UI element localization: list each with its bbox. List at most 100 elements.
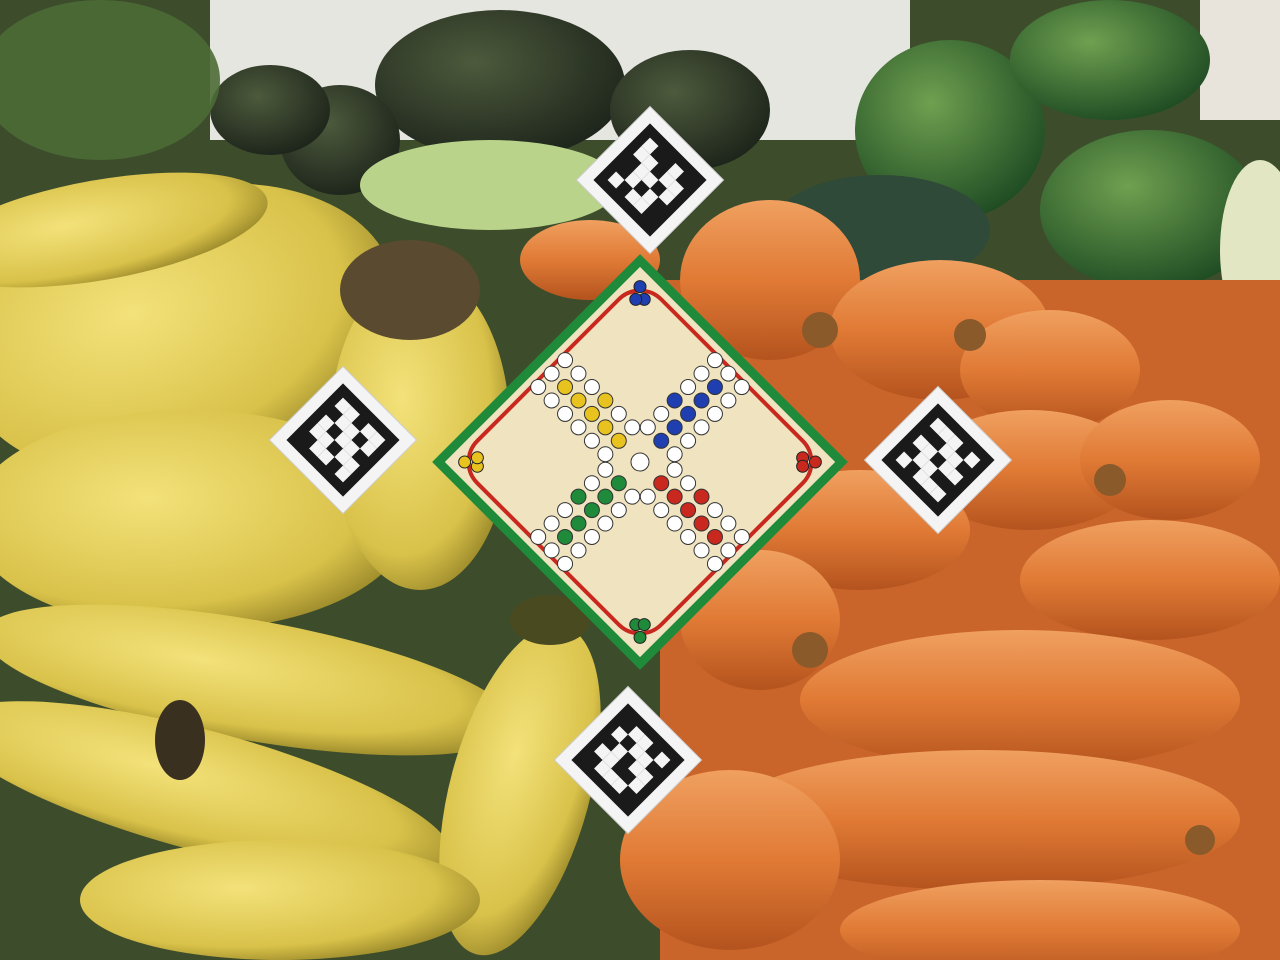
board-space (706, 502, 723, 519)
board-space (706, 352, 723, 369)
marker-cell (641, 154, 659, 172)
board-space (653, 475, 670, 492)
board-space (680, 432, 697, 449)
board-space (597, 461, 614, 478)
board-space (733, 379, 750, 396)
home-piece (470, 451, 484, 465)
carrots-part (620, 770, 840, 950)
board-space (570, 488, 587, 505)
board-space (706, 528, 723, 545)
carrots-part (1080, 400, 1260, 520)
bananas-part (0, 604, 517, 756)
bananas-part (80, 840, 480, 960)
board-space (693, 392, 710, 409)
board-space (680, 502, 697, 519)
carrots-part (1094, 464, 1126, 496)
board-space (733, 528, 750, 545)
board-space (693, 419, 710, 436)
carrots (520, 200, 1280, 960)
home-piece (633, 280, 647, 294)
avocados-part (0, 0, 220, 160)
marker-cell (653, 751, 671, 769)
board-space (583, 379, 600, 396)
avocados-part (855, 40, 1045, 220)
board-space (706, 555, 723, 572)
fiducial-marker (863, 385, 1013, 535)
board-space (639, 488, 656, 505)
board-space (720, 365, 737, 382)
board-space (693, 515, 710, 532)
board-space (610, 432, 627, 449)
home-piece (637, 618, 651, 632)
board-space (610, 502, 627, 519)
board-space (597, 488, 614, 505)
markers (268, 105, 1013, 835)
board-space (557, 379, 574, 396)
marker-cell (641, 137, 659, 155)
board-space (680, 379, 697, 396)
bananas-part (0, 701, 452, 879)
marker-cell (602, 751, 620, 769)
board-space (583, 502, 600, 519)
board-space (680, 405, 697, 422)
avocados-part (1040, 130, 1260, 290)
carrots-part (1020, 520, 1280, 640)
board-space (624, 419, 641, 436)
board-space (666, 419, 683, 436)
carrots-part (840, 880, 1240, 960)
marker-cell (636, 751, 654, 769)
carrots-part (792, 632, 828, 668)
board-center (630, 452, 650, 472)
board-space (583, 528, 600, 545)
bananas-part (155, 700, 205, 780)
board-space (639, 419, 656, 436)
marker-cell (929, 417, 947, 435)
carrots-part (1185, 825, 1215, 855)
board-space (666, 446, 683, 463)
carrots-part (720, 750, 1240, 890)
marker-cell (641, 188, 659, 206)
board-space (666, 392, 683, 409)
background-part (1200, 0, 1280, 120)
marker-cell (641, 171, 659, 189)
board-space (610, 475, 627, 492)
board-space (530, 379, 547, 396)
carrots-part (802, 312, 838, 348)
carrots-part (800, 630, 1240, 770)
board-space (693, 365, 710, 382)
board-space (530, 528, 547, 545)
board-space (570, 542, 587, 559)
bananas-part (330, 270, 510, 590)
board-space (543, 392, 560, 409)
marker-cell (929, 485, 947, 503)
board-space (557, 555, 574, 572)
board-space (720, 515, 737, 532)
board-space (570, 419, 587, 436)
board-space (680, 475, 697, 492)
board-space (720, 392, 737, 409)
board-space (680, 528, 697, 545)
bananas-part (340, 240, 480, 340)
avocados-part (375, 10, 625, 160)
fiducial-marker (268, 365, 418, 515)
avocados-part (360, 140, 620, 230)
board-space (666, 488, 683, 505)
board-space (557, 502, 574, 519)
carrots-part (954, 319, 986, 351)
board-space (624, 488, 641, 505)
board-space (597, 392, 614, 409)
home-piece (796, 459, 810, 473)
board-space (597, 419, 614, 436)
board-space (693, 488, 710, 505)
fiducial-marker (553, 685, 703, 835)
game-board (432, 254, 848, 670)
board-space (557, 405, 574, 422)
board-space (570, 392, 587, 409)
board-space (570, 515, 587, 532)
board-space (583, 405, 600, 422)
board-space (720, 542, 737, 559)
marker-cell (334, 414, 352, 432)
fiducial-marker (575, 105, 725, 255)
board-space (610, 405, 627, 422)
